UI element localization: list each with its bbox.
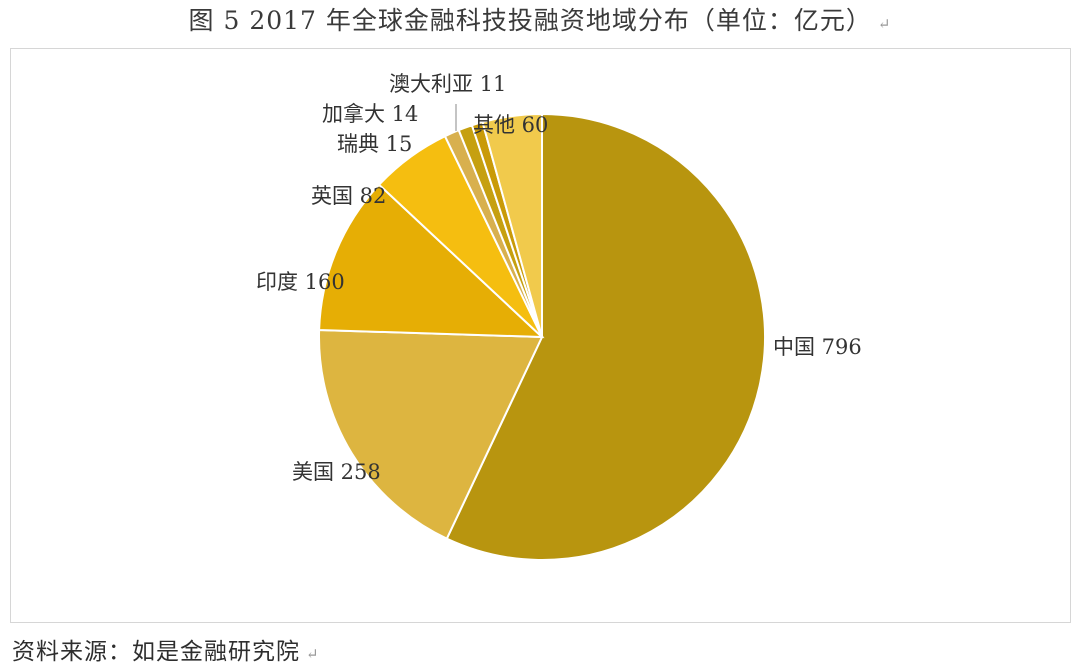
paragraph-mark-icon: ↵: [306, 645, 320, 663]
paragraph-mark-icon: ↵: [877, 15, 892, 33]
chart-title-text: 图 5 2017 年全球金融科技投融资地域分布（单位：亿元）: [188, 6, 872, 35]
pie-slices: [318, 112, 766, 561]
pie-label-6: 加拿大 14: [322, 102, 418, 126]
pie-label-8: 其他 60: [473, 113, 548, 137]
pie-label-5: 瑞典 15: [337, 132, 412, 156]
chart-title: 图 5 2017 年全球金融科技投融资地域分布（单位：亿元） ↵: [0, 4, 1080, 41]
pie-label-3: 印度 160: [256, 270, 345, 294]
pie-chart: 中国 796 美国 258 印度 160 英国 82 瑞典 15 加拿大 14 澳大利亚 1…: [256, 72, 862, 561]
source-text: 资料来源：如是金融研究院: [12, 639, 300, 665]
chart-area: 中国 796 美国 258 印度 160 英国 82 瑞典 15 加拿大 14 澳大利亚 1…: [10, 48, 1071, 623]
pie-slice-3: [318, 183, 545, 339]
pie-label-2: 美国 258: [292, 460, 381, 484]
pie-labels: 中国 796 美国 258 印度 160 英国 82 瑞典 15 加拿大 14 澳大利亚 1…: [256, 72, 862, 484]
pie-slice-8: [481, 112, 543, 338]
pie-slice-2: [318, 328, 544, 540]
pie-label-1: 中国 796: [773, 335, 862, 359]
pie-label-4: 英国 82: [311, 184, 386, 208]
pie-label-7: 澳大利亚 11: [389, 72, 506, 96]
pie-slice-1: [445, 112, 766, 561]
source-note: 资料来源：如是金融研究院 ↵: [12, 636, 320, 670]
